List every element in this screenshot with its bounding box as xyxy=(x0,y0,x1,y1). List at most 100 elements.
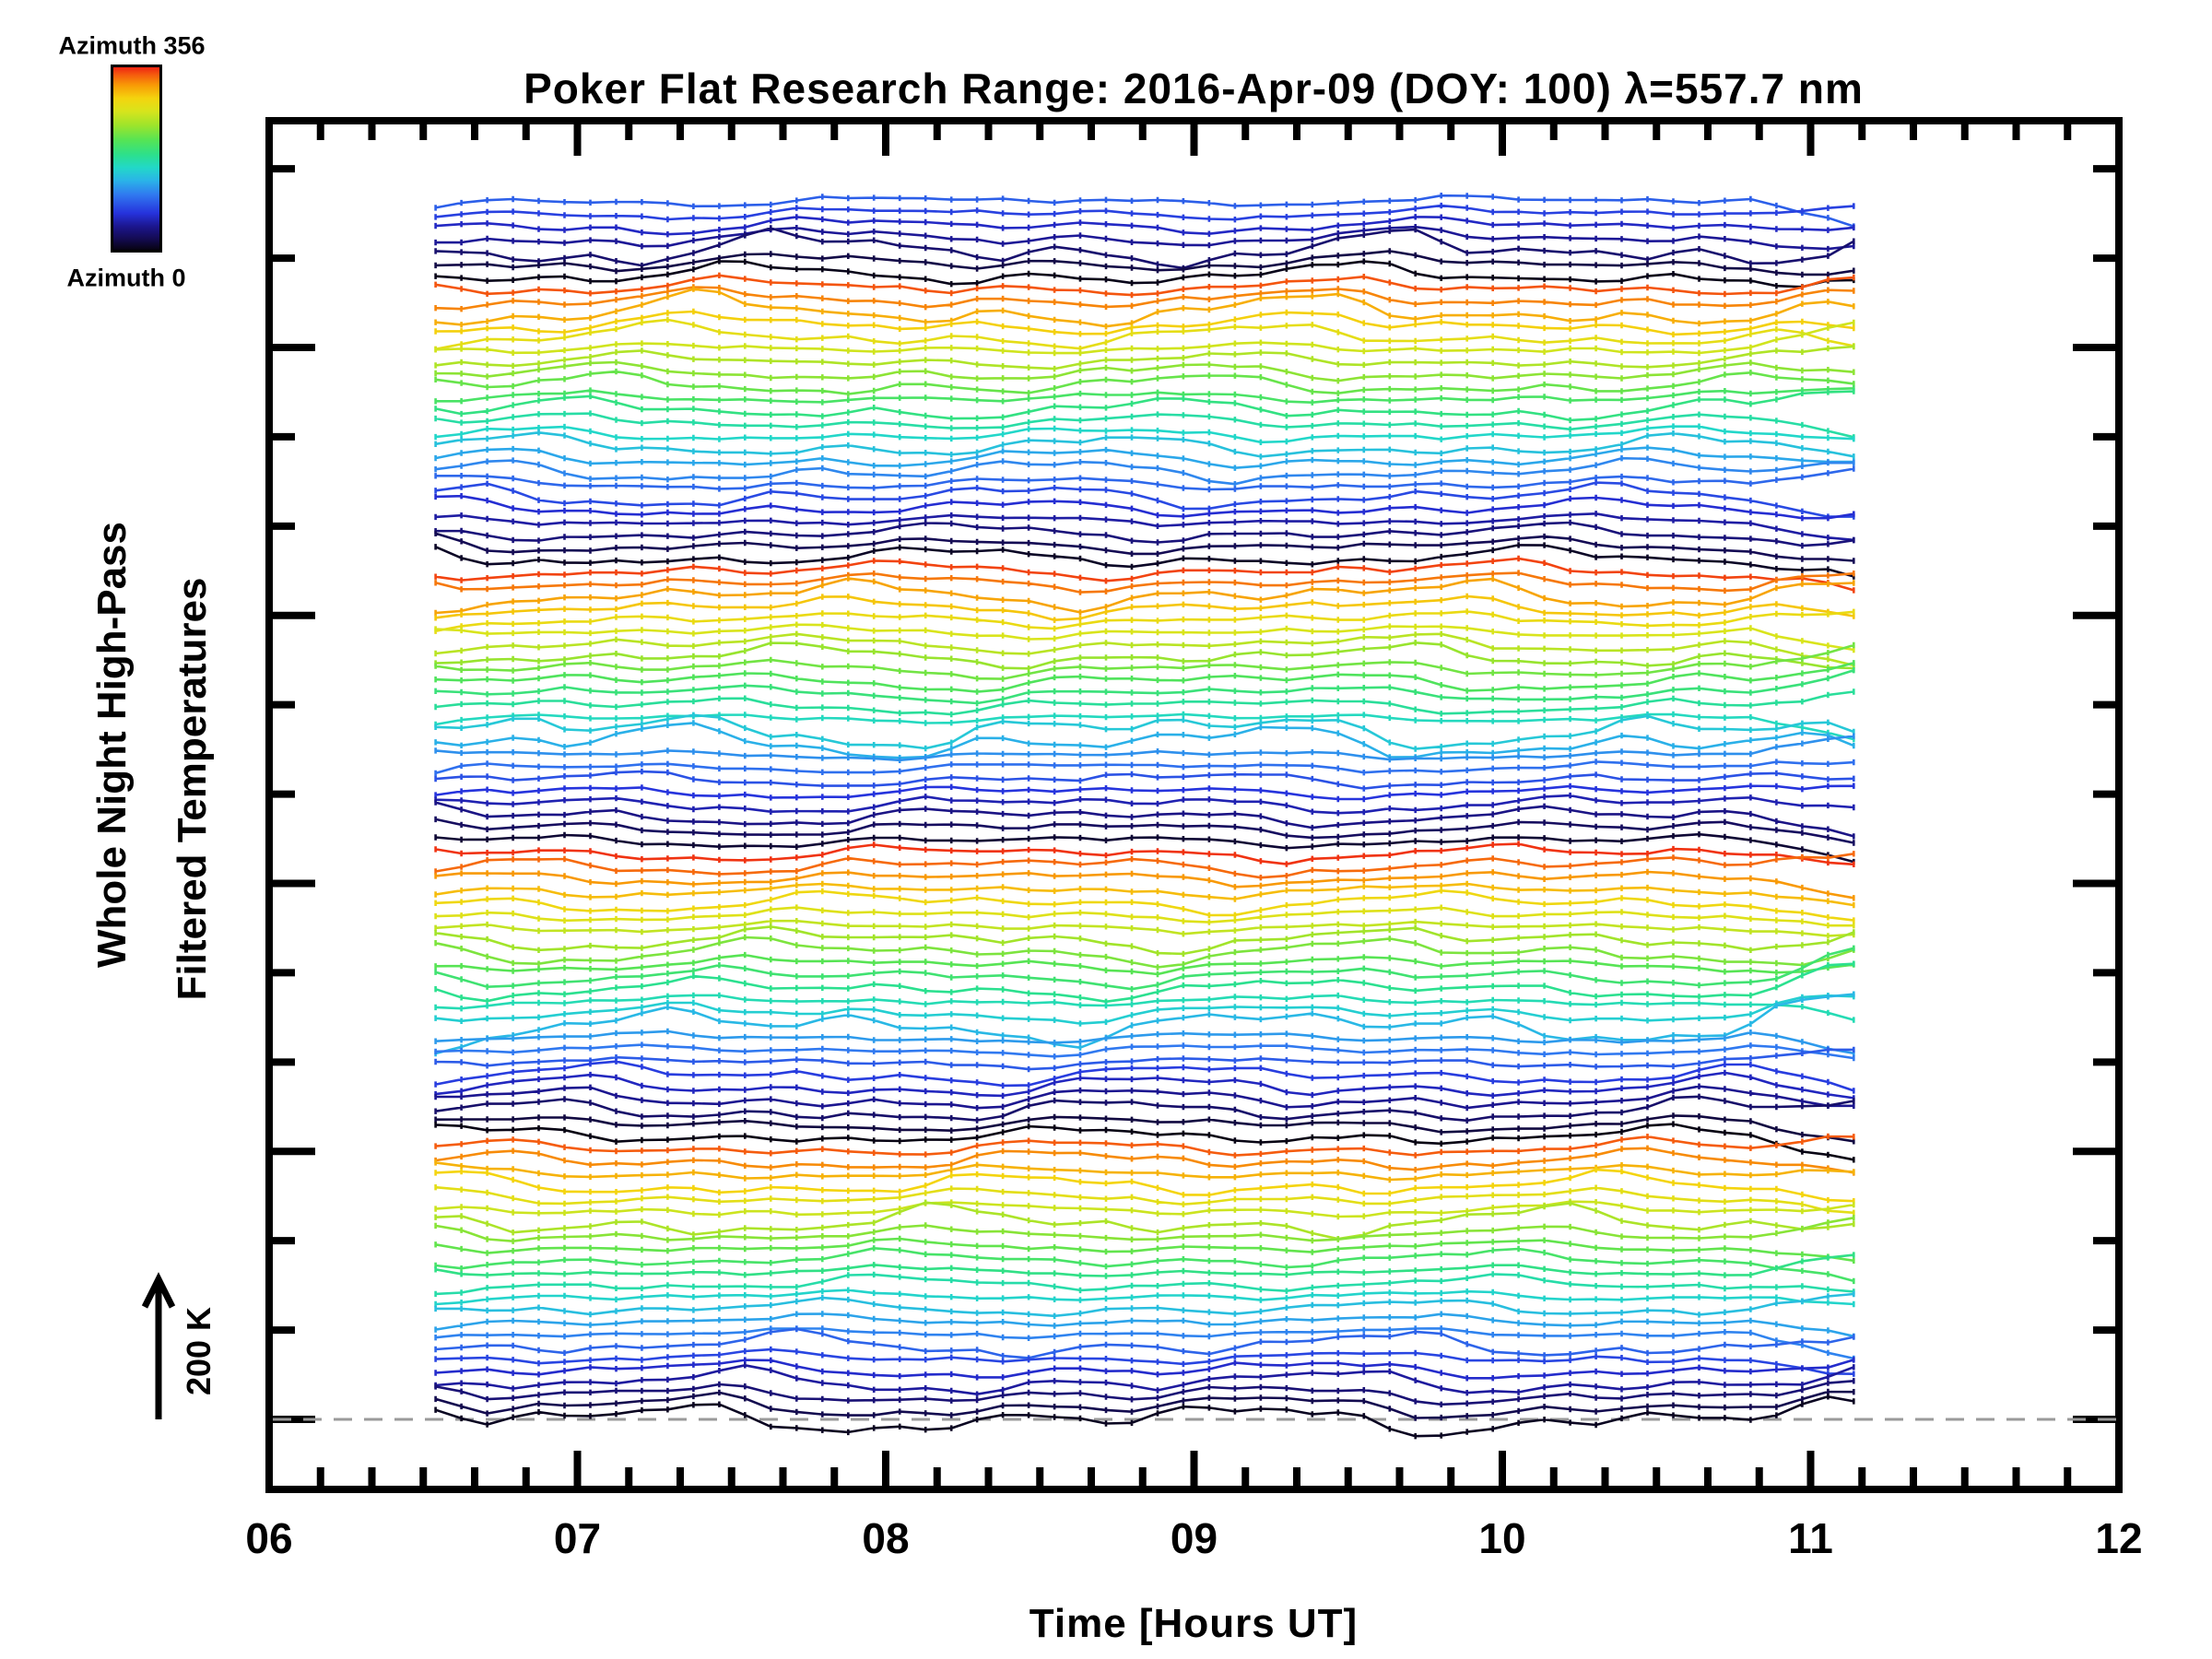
temperature-trace xyxy=(434,841,1855,867)
temperature-trace xyxy=(434,308,1855,338)
temperature-trace xyxy=(434,792,1855,817)
temperature-trace xyxy=(434,720,1855,761)
temperature-trace xyxy=(434,214,1855,238)
temperature-trace xyxy=(434,388,1855,424)
temperature-trace xyxy=(434,880,1855,909)
temperature-trace xyxy=(434,1245,1855,1285)
temperature-trace xyxy=(434,641,1855,682)
azimuth-colorbar xyxy=(111,65,162,253)
temperature-trace xyxy=(434,1198,1855,1220)
temperature-trace xyxy=(434,319,1855,357)
colorbar-top-label: Azimuth 356 xyxy=(58,31,206,60)
temperature-trace xyxy=(434,1069,1855,1101)
temperature-trace xyxy=(434,1121,1855,1163)
temperature-trace xyxy=(434,1112,1855,1145)
temperature-trace xyxy=(434,193,1855,229)
temperature-trace xyxy=(434,660,1855,695)
temperature-trace xyxy=(434,225,1855,272)
temperature-trace xyxy=(434,1388,1855,1421)
temperature-trace xyxy=(434,924,1855,958)
temperature-trace xyxy=(434,768,1855,792)
x-tick-label-07: 07 xyxy=(553,1514,602,1562)
temperature-trace xyxy=(434,993,1855,1027)
temperature-trace xyxy=(434,851,1855,881)
temperature-trace xyxy=(434,1325,1855,1362)
scale-arrow xyxy=(141,1272,176,1419)
temperature-trace xyxy=(434,934,1855,971)
temperature-trace xyxy=(434,1271,1855,1298)
temperature-trace xyxy=(434,918,1855,939)
temperature-trace xyxy=(434,868,1855,901)
temperature-trace xyxy=(434,530,1855,564)
temperature-trace xyxy=(434,1041,1855,1062)
temperature-trace xyxy=(434,511,1855,543)
temperature-trace xyxy=(434,359,1855,384)
temperature-trace xyxy=(434,630,1855,669)
temperature-trace xyxy=(434,258,1855,290)
temperature-trace xyxy=(434,555,1855,594)
temperature-trace xyxy=(434,1346,1855,1377)
x-tick-label-11: 11 xyxy=(1788,1514,1833,1562)
temperature-trace xyxy=(434,1362,1855,1397)
temperature-trace xyxy=(434,284,1855,312)
temperature-trace xyxy=(434,286,1855,330)
temperature-trace xyxy=(434,1235,1855,1264)
temperature-trace xyxy=(434,593,1855,623)
traces xyxy=(434,193,1855,1440)
temperature-trace xyxy=(434,410,1855,441)
temperature-trace xyxy=(434,640,1855,672)
temperature-trace xyxy=(434,479,1855,520)
temperature-trace xyxy=(434,992,1855,1023)
temperature-trace xyxy=(434,343,1855,372)
temperature-trace xyxy=(434,759,1855,777)
temperature-trace xyxy=(434,782,1855,803)
temperature-trace xyxy=(434,667,1855,707)
temperature-trace xyxy=(434,1058,1855,1094)
temperature-trace xyxy=(434,1357,1855,1382)
temperature-trace xyxy=(434,1199,1855,1242)
plot-border xyxy=(265,117,2123,1493)
temperature-trace xyxy=(434,904,1855,929)
temperature-trace xyxy=(434,608,1855,634)
temperature-trace xyxy=(434,816,1855,846)
chart-title: Poker Flat Research Range: 2016-Apr-09 (… xyxy=(524,65,1864,112)
temperature-trace xyxy=(434,1083,1855,1112)
temperature-trace xyxy=(434,1215,1855,1244)
temperature-trace xyxy=(434,444,1855,471)
x-tick-label-10: 10 xyxy=(1478,1514,1526,1562)
temperature-trace xyxy=(434,385,1855,406)
temperature-trace xyxy=(434,316,1855,352)
temperature-trace xyxy=(434,1166,1855,1205)
temperature-trace xyxy=(434,368,1855,397)
temperature-trace xyxy=(434,888,1855,924)
temperature-trace xyxy=(434,272,1855,299)
temperature-trace xyxy=(434,1184,1855,1216)
temperature-trace xyxy=(434,1394,1855,1440)
temperature-trace xyxy=(434,1028,1855,1056)
x-axis-title: Time [Hours UT] xyxy=(1029,1601,1359,1646)
temperature-trace xyxy=(434,519,1855,549)
x-tick-label-12: 12 xyxy=(2095,1514,2143,1562)
temperature-trace xyxy=(434,224,1855,253)
temperature-trace xyxy=(434,202,1855,223)
temperature-trace xyxy=(434,1290,1855,1319)
temperature-trace xyxy=(434,1046,1855,1073)
temperature-trace xyxy=(434,455,1855,488)
temperature-trace xyxy=(434,1145,1855,1176)
temperature-trace xyxy=(434,570,1855,595)
temperature-trace xyxy=(434,1093,1855,1124)
temperature-trace xyxy=(434,542,1855,580)
temperature-trace xyxy=(434,575,1855,617)
temperature-trace xyxy=(434,1378,1855,1407)
scale-arrow-head xyxy=(141,1272,176,1309)
x-tick-label-08: 08 xyxy=(862,1514,910,1562)
temperature-trace xyxy=(434,1159,1855,1183)
temperature-trace xyxy=(434,465,1855,493)
colorbar-bottom-label: Azimuth 0 xyxy=(66,264,186,292)
x-tick-label-09: 09 xyxy=(1170,1514,1218,1562)
temperature-trace xyxy=(434,1133,1855,1159)
temperature-trace xyxy=(434,248,1855,278)
x-tick-label-06: 06 xyxy=(245,1514,293,1562)
temperature-trace xyxy=(434,493,1855,522)
